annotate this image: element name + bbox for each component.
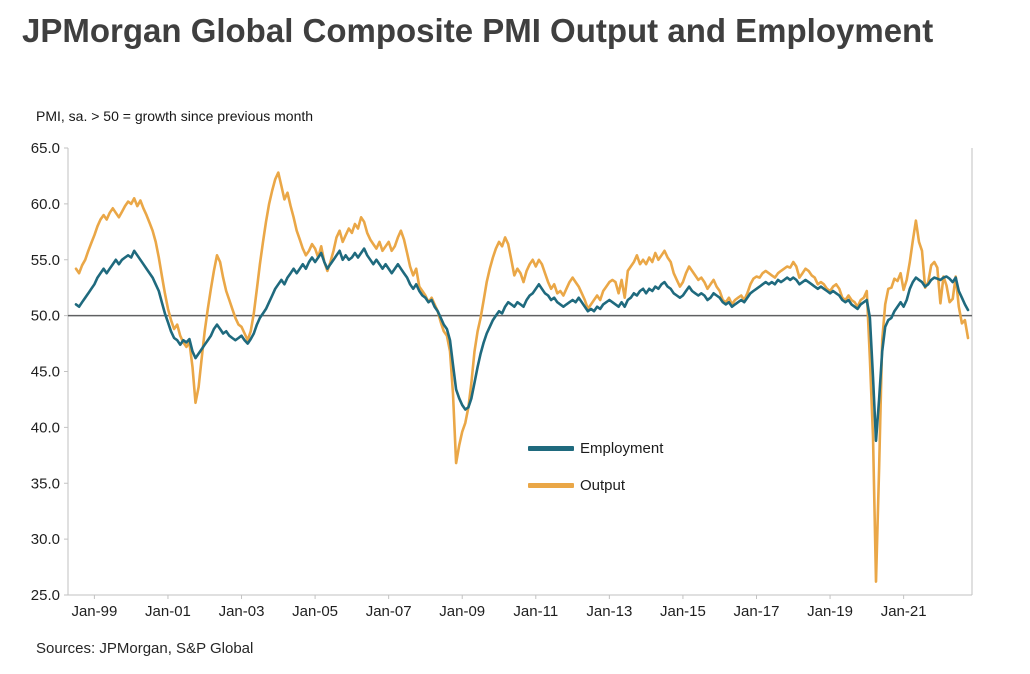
output-line-swatch [528,483,574,488]
y-tick-label: 65.0 [31,140,60,157]
y-axis-note: PMI, sa. > 50 = growth since previous mo… [36,108,314,124]
y-tick-label: 25.0 [31,587,60,604]
employment-line-swatch [528,446,574,451]
x-tick-label: Jan-17 [734,603,780,620]
y-tick-label: 50.0 [31,308,60,325]
y-tick-label: 55.0 [31,252,60,269]
x-tick-label: Jan-09 [439,603,485,620]
y-tick-label: 45.0 [31,364,60,381]
chart-title: JPMorgan Global Composite PMI Output and… [22,12,934,49]
y-tick-label: 35.0 [31,475,60,492]
x-tick-label: Jan-05 [292,603,338,620]
chart-legend: Employment Output [528,440,663,514]
legend-item-output: Output [528,477,663,494]
legend-label-employment: Employment [580,440,664,457]
x-tick-label: Jan-13 [586,603,632,620]
legend-item-employment: Employment [528,440,663,457]
legend-label-output: Output [580,477,626,494]
y-tick-label: 30.0 [31,531,60,548]
source-note: Sources: JPMorgan, S&P Global [36,640,254,657]
y-tick-label: 40.0 [31,419,60,436]
x-tick-label: Jan-21 [881,603,927,620]
x-tick-label: Jan-01 [145,603,191,620]
y-tick-label: 60.0 [31,196,60,213]
x-tick-label: Jan-03 [219,603,265,620]
x-tick-label: Jan-19 [807,603,853,620]
employment-line [74,247,970,443]
x-tick-label: Jan-07 [366,603,412,620]
x-tick-label: Jan-99 [71,603,117,620]
x-tick-label: Jan-11 [513,603,558,620]
output-line [74,171,970,583]
x-tick-label: Jan-15 [660,603,706,620]
